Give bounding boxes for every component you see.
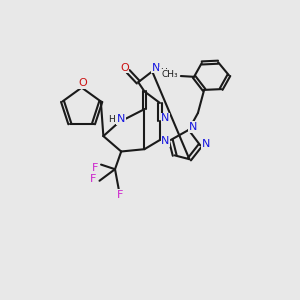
Text: N: N: [189, 122, 197, 132]
Text: N: N: [152, 63, 160, 73]
Text: F: F: [90, 174, 97, 184]
Text: CH₃: CH₃: [161, 70, 178, 79]
Text: H: H: [109, 115, 115, 124]
Text: F: F: [117, 190, 124, 200]
Text: N: N: [161, 136, 170, 146]
Text: N: N: [161, 113, 170, 123]
Text: N: N: [202, 139, 210, 149]
Text: H: H: [160, 68, 167, 77]
Text: N: N: [117, 114, 125, 124]
Text: O: O: [120, 63, 129, 73]
Text: F: F: [92, 163, 98, 173]
Text: O: O: [78, 78, 87, 88]
